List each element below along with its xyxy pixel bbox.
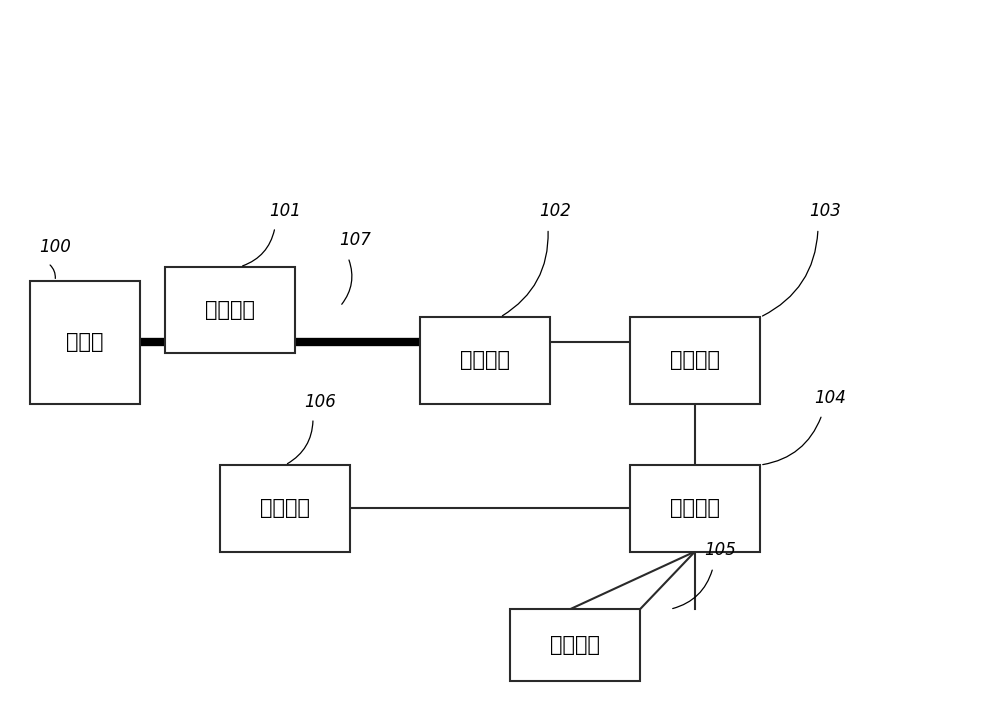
Text: 退票机构: 退票机构 [260,498,310,518]
Text: 存储机构: 存储机构 [550,635,600,655]
Text: 104: 104 [814,389,846,407]
Text: 鉴别模块: 鉴别模块 [670,350,720,371]
FancyBboxPatch shape [630,317,760,404]
FancyBboxPatch shape [420,317,550,404]
FancyBboxPatch shape [630,465,760,552]
Text: 106: 106 [304,393,336,411]
FancyBboxPatch shape [165,267,295,353]
Text: 100: 100 [39,238,71,256]
Text: 102: 102 [539,202,571,220]
Text: 103: 103 [809,202,841,220]
FancyBboxPatch shape [510,609,640,681]
FancyBboxPatch shape [30,281,140,404]
Text: 转向机构: 转向机构 [670,498,720,518]
Text: 进票口: 进票口 [66,332,104,353]
Text: 105: 105 [704,541,736,559]
FancyBboxPatch shape [220,465,350,552]
Text: 107: 107 [339,231,371,249]
Text: 吸纸电机: 吸纸电机 [205,300,255,320]
Text: 分票机构: 分票机构 [460,350,510,371]
Text: 101: 101 [269,202,301,220]
